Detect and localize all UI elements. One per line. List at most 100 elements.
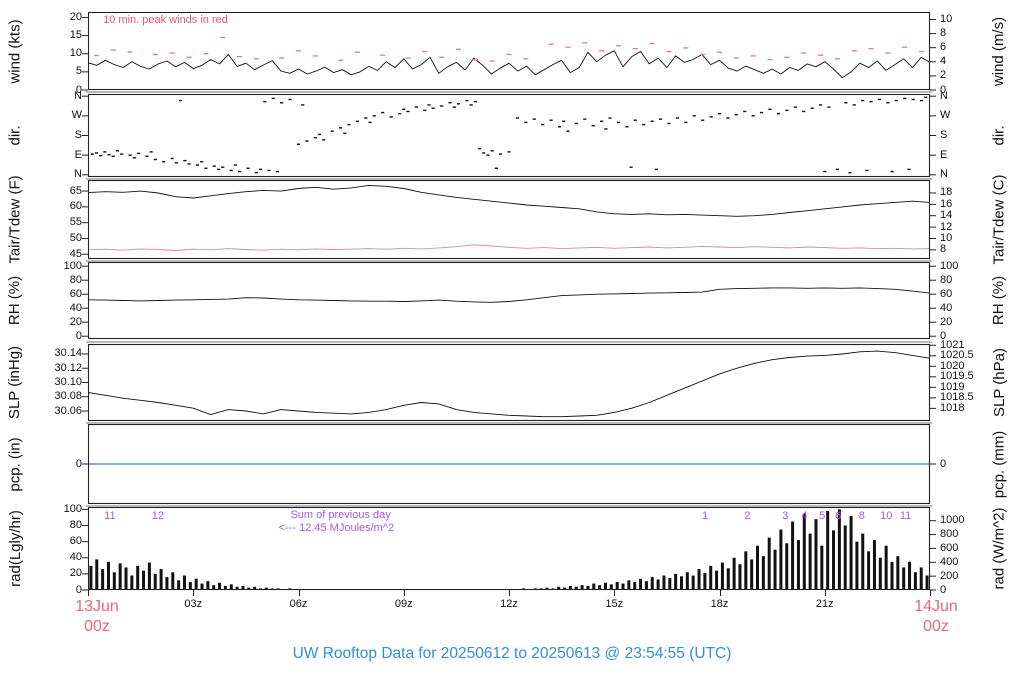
tick-label: 50 <box>69 231 82 244</box>
panel-temperature: Tair/Tdew (F) Tair/Tdew (C) 45 50 55 60 65 8… <box>7 174 1008 264</box>
tick-label: 45 <box>69 247 82 260</box>
tick-label: 80 <box>940 273 953 286</box>
panel-humidity: RH (%) RH (%) 0 20 40 60 80 100 0 20 40 60 80 100 <box>7 260 1008 342</box>
precip-left-ticks: 0 <box>38 424 82 504</box>
tick-label: 0 <box>75 83 82 96</box>
tick-label: 20 <box>69 315 82 328</box>
precip-plot <box>82 423 936 505</box>
tick-label: 10 <box>940 12 953 25</box>
tick-label: 100 <box>63 502 82 515</box>
pressure-plot <box>82 343 936 422</box>
start-date-day: 13Jun <box>75 598 119 615</box>
tick-label: N <box>940 168 948 181</box>
tick-label: 30.12 <box>54 361 82 374</box>
tick-label: 60 <box>69 200 82 213</box>
tick-label: 0 <box>75 583 82 596</box>
tick-label: 0 <box>75 329 82 342</box>
x-tick-label: 06z <box>289 598 308 610</box>
tick-label: 8 <box>940 243 947 256</box>
tick-label: 1019 <box>940 380 965 393</box>
tick-label: W <box>71 109 82 122</box>
panel-divider <box>86 259 932 262</box>
panel-pressure: SLP (inHg) SLP (hPa) 30.06 30.08 30.10 30.1… <box>7 339 1008 422</box>
tick-label: 0 <box>940 329 947 342</box>
tick-label: 30.10 <box>54 376 82 388</box>
x-tick-mark <box>824 590 826 596</box>
x-tick-label: 03z <box>184 598 203 610</box>
tick-label: 10 <box>940 231 953 244</box>
tick-label: 0 <box>940 83 947 96</box>
x-tick-mark <box>88 590 89 596</box>
tick-label: 0 <box>940 583 947 596</box>
panel-divider <box>86 177 932 180</box>
wind-left-ticks: 0 5 10 15 20 <box>38 11 82 96</box>
radiation-right-ticks: 0 200 400 600 800 1000 <box>940 507 1004 595</box>
tick-label: S <box>74 129 82 141</box>
x-tick-label: 09z <box>394 598 413 610</box>
x-tick-mark <box>193 590 195 596</box>
x-tick-label: 18z <box>710 598 729 610</box>
panel-divider <box>86 91 932 93</box>
x-tick-mark <box>509 590 510 596</box>
tick-label: 1020.5 <box>940 349 974 362</box>
panel-precip: pcp. (in) pcp. (mm) 0 0 <box>7 423 1008 505</box>
tick-label: 0 <box>940 457 947 470</box>
axis-title-text: dir. <box>6 125 24 146</box>
precip-left-axis-title: pcp. (in) <box>2 424 28 504</box>
tick-label: E <box>940 148 948 161</box>
tick-label: 40 <box>940 301 953 314</box>
tick-label: 60 <box>69 535 82 548</box>
x-tick-mark <box>403 590 405 596</box>
tick-label: 4 <box>940 55 947 68</box>
temperature-left-axis-title: Tair/Tdew (F) <box>2 175 28 263</box>
x-tick-label: 12z <box>500 598 518 610</box>
x-tick-mark <box>719 590 721 596</box>
tick-label: 55 <box>69 216 82 229</box>
tick-label: 80 <box>69 273 82 286</box>
wind-plot <box>82 11 936 91</box>
axis-title-text: Tair/Tdew (F) <box>6 175 24 264</box>
tick-label: 1000 <box>940 514 965 527</box>
tick-label: 12 <box>940 220 953 233</box>
tick-label: 100 <box>63 259 82 272</box>
x-tick-mark <box>614 590 616 596</box>
pressure-left-ticks: 30.06 30.08 30.10 30.12 30.14 <box>38 344 82 421</box>
tick-label: 40 <box>69 551 82 564</box>
tick-label: 5 <box>75 65 82 78</box>
tick-label: 8 <box>940 27 947 40</box>
axis-title-text: pcp. (in) <box>6 436 24 492</box>
tick-label: 20 <box>69 567 82 580</box>
precip-right-ticks: 0 <box>940 424 1004 504</box>
direction-left-axis-title: dir. <box>2 94 28 177</box>
tick-label: 15 <box>69 29 82 42</box>
tick-label: E <box>74 148 82 161</box>
x-axis-end-date: 14Jun 00z <box>914 597 958 637</box>
pressure-right-ticks: 1018 1018.5 1019 1019.5 1020 1020.5 1021 <box>940 339 1004 421</box>
tick-label: 1019.5 <box>940 370 974 383</box>
x-axis-start-date: 13Jun 00z <box>75 597 119 637</box>
tick-label: 1021 <box>940 338 965 351</box>
x-tick-label: 21z <box>815 598 834 610</box>
tick-label: 18 <box>940 186 953 199</box>
temperature-right-ticks: 8 10 12 14 16 18 <box>940 180 1004 259</box>
tick-label: 30.08 <box>54 390 82 403</box>
tick-label: 16 <box>940 197 953 210</box>
radiation-plot <box>82 506 936 591</box>
tick-label: 40 <box>69 301 82 314</box>
tick-label: 65 <box>69 184 82 197</box>
tick-label: 400 <box>940 555 959 568</box>
axis-title-text: wind (kts) <box>6 18 24 84</box>
humidity-right-ticks: 0 20 40 60 80 100 <box>940 260 1004 342</box>
x-tick-label: 15z <box>605 598 624 610</box>
tick-label: N <box>74 89 82 102</box>
tick-label: 60 <box>940 287 953 300</box>
tick-label: 0 <box>75 457 82 470</box>
wind-right-ticks: 0 2 4 6 8 10 <box>940 12 1004 96</box>
direction-plot <box>82 93 936 178</box>
tick-label: 6 <box>940 41 947 54</box>
panel-divider <box>86 421 932 424</box>
